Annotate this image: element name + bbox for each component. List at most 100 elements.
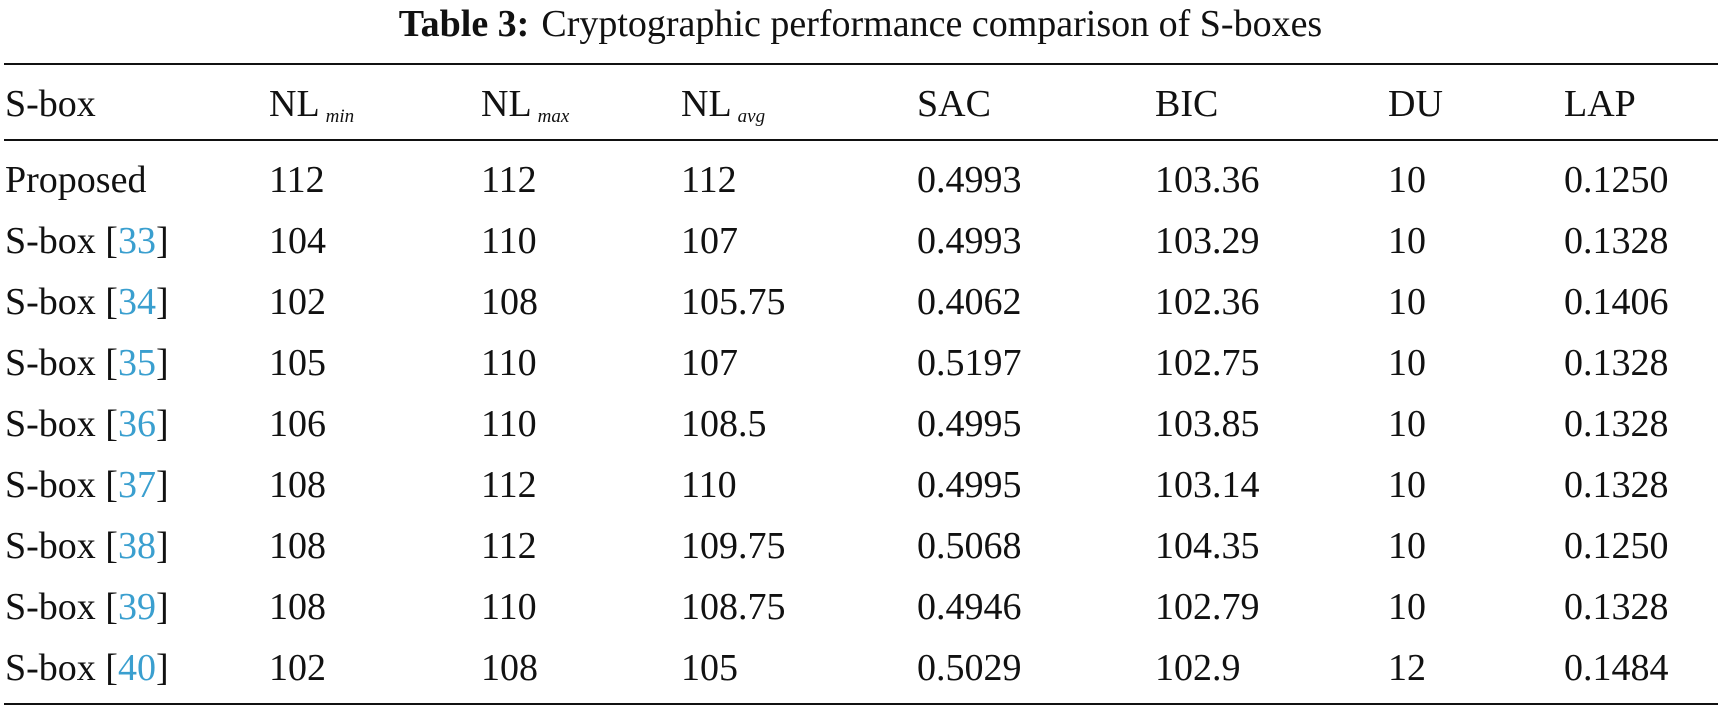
- table-cell: 10: [1388, 281, 1426, 323]
- top-rule: [4, 63, 1718, 65]
- row-name-close: ]: [155, 586, 169, 628]
- table-cell: 105: [269, 342, 326, 384]
- table-cell: 103.29: [1155, 220, 1260, 262]
- row-label: S-box [38]: [5, 524, 169, 568]
- header-subscript: max: [537, 106, 570, 127]
- row-name-close: ]: [155, 220, 169, 262]
- citation-link[interactable]: 33: [117, 220, 156, 262]
- table-cell: 0.5197: [917, 342, 1022, 384]
- header-cell: LAP: [1564, 82, 1636, 126]
- citation-link[interactable]: 40: [117, 647, 156, 689]
- table-cell: 0.1250: [1564, 159, 1669, 201]
- header-subscript: min: [325, 106, 355, 127]
- table-cell: 10: [1388, 403, 1426, 445]
- row-name: Proposed: [5, 159, 147, 201]
- header-text: NL: [681, 83, 732, 125]
- row-name: S-box [: [5, 281, 118, 323]
- table-cell: 10: [1388, 220, 1426, 262]
- row-name-close: ]: [155, 464, 169, 506]
- header-cell: NL avg: [681, 82, 765, 139]
- table-cell: 110: [481, 403, 537, 445]
- row-name: S-box [: [5, 586, 118, 628]
- table-cell: 0.1328: [1564, 464, 1669, 506]
- table-cell: 10: [1388, 464, 1426, 506]
- table-cell: 0.4946: [917, 586, 1022, 628]
- table-cell: 0.4993: [917, 220, 1022, 262]
- table-cell: 0.1484: [1564, 647, 1669, 689]
- table-cell: 0.1406: [1564, 281, 1669, 323]
- table-cell: 110: [481, 586, 537, 628]
- row-name-close: ]: [155, 647, 169, 689]
- table-label: Table 3:: [398, 3, 530, 45]
- table-cell: 102: [269, 647, 326, 689]
- citation-link[interactable]: 39: [117, 586, 156, 628]
- row-name-close: ]: [155, 281, 169, 323]
- table-cell: 108: [481, 647, 538, 689]
- row-label: S-box [36]: [5, 402, 169, 446]
- table-cell: 10: [1388, 342, 1426, 384]
- header-cell: NL min: [269, 82, 354, 139]
- table-cell: 107: [681, 342, 738, 384]
- row-name-close: ]: [155, 403, 169, 445]
- table-cell: 0.1328: [1564, 342, 1669, 384]
- header-rule: [4, 139, 1718, 141]
- table-cell: 106: [269, 403, 326, 445]
- table-cell: 103.85: [1155, 403, 1260, 445]
- row-label: Proposed: [5, 158, 146, 202]
- header-cell: SAC: [917, 82, 991, 126]
- table-caption: Table 3: Cryptographic performance compar…: [0, 2, 1721, 46]
- table-cell: 10: [1388, 586, 1426, 628]
- row-label: S-box [40]: [5, 646, 169, 690]
- table-cell: 112: [269, 159, 325, 201]
- table-cell: 104.35: [1155, 525, 1260, 567]
- header-text: LAP: [1564, 83, 1636, 125]
- row-name-close: ]: [155, 342, 169, 384]
- table-cell: 108: [269, 525, 326, 567]
- table-cell: 102: [269, 281, 326, 323]
- table-cell: 0.1328: [1564, 220, 1669, 262]
- table-cell: 108: [269, 464, 326, 506]
- header-cell: S-box: [5, 82, 96, 126]
- table-title: Cryptographic performance comparison of …: [541, 3, 1323, 45]
- table-cell: 0.4995: [917, 464, 1022, 506]
- table-cell: 108.5: [681, 403, 767, 445]
- table-cell: 102.75: [1155, 342, 1260, 384]
- header-text: NL: [481, 83, 532, 125]
- table-cell: 0.5068: [917, 525, 1022, 567]
- citation-link[interactable]: 35: [117, 342, 156, 384]
- header-cell: DU: [1388, 82, 1443, 126]
- citation-link[interactable]: 38: [117, 525, 156, 567]
- table-cell: 12: [1388, 647, 1426, 689]
- row-label: S-box [34]: [5, 280, 169, 324]
- table-cell: 0.4995: [917, 403, 1022, 445]
- table-cell: 109.75: [681, 525, 786, 567]
- row-name: S-box [: [5, 525, 118, 567]
- table-cell: 0.1328: [1564, 586, 1669, 628]
- row-name: S-box [: [5, 220, 118, 262]
- citation-link[interactable]: 37: [117, 464, 156, 506]
- header-text: DU: [1388, 83, 1443, 125]
- table-cell: 104: [269, 220, 326, 262]
- table-cell: 110: [681, 464, 737, 506]
- row-label: S-box [33]: [5, 219, 169, 263]
- table-cell: 112: [481, 159, 537, 201]
- table-cell: 112: [481, 525, 537, 567]
- header-cell: BIC: [1155, 82, 1218, 126]
- table-cell: 102.36: [1155, 281, 1260, 323]
- table-cell: 0.4062: [917, 281, 1022, 323]
- header-text: S-box: [5, 83, 96, 125]
- table-cell: 0.1328: [1564, 403, 1669, 445]
- row-label: S-box [37]: [5, 463, 169, 507]
- table-cell: 112: [681, 159, 737, 201]
- header-text: SAC: [917, 83, 991, 125]
- table-cell: 110: [481, 220, 537, 262]
- citation-link[interactable]: 34: [117, 281, 156, 323]
- header-subscript: avg: [737, 106, 766, 127]
- header-text: NL: [269, 83, 320, 125]
- table-cell: 110: [481, 342, 537, 384]
- citation-link[interactable]: 36: [117, 403, 156, 445]
- row-name: S-box [: [5, 403, 118, 445]
- table-cell: 0.1250: [1564, 525, 1669, 567]
- table-cell: 0.5029: [917, 647, 1022, 689]
